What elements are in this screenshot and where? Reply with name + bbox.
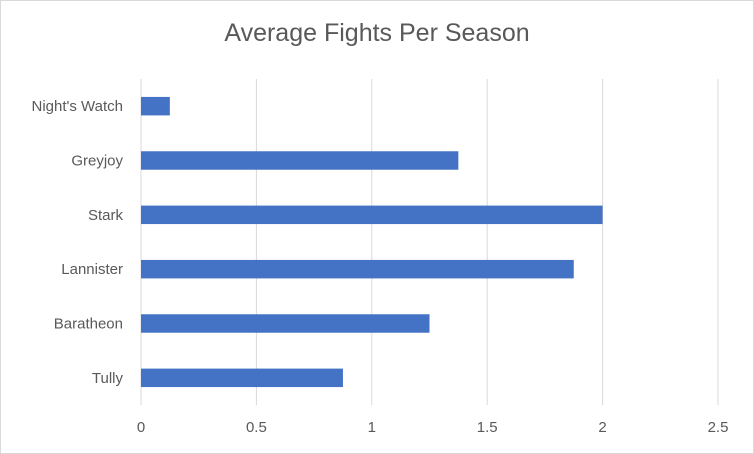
category-label: Greyjoy bbox=[71, 153, 123, 170]
chart-title: Average Fights Per Season bbox=[224, 19, 530, 47]
x-tick-label: 2 bbox=[598, 419, 606, 436]
bar bbox=[141, 205, 603, 225]
x-tick-label: 0 bbox=[137, 419, 145, 436]
category-label: Stark bbox=[88, 207, 124, 224]
category-label: Tully bbox=[92, 370, 124, 387]
x-tick-label: 0.5 bbox=[246, 419, 267, 436]
category-label: Night's Watch bbox=[31, 98, 123, 115]
bar bbox=[141, 314, 430, 333]
x-tick-label: 1 bbox=[368, 419, 376, 436]
x-tick-label: 2.5 bbox=[708, 419, 729, 436]
category-label: Baratheon bbox=[54, 316, 123, 333]
category-label: Lannister bbox=[61, 261, 123, 278]
bar bbox=[141, 96, 170, 116]
bar bbox=[141, 259, 574, 279]
x-tick-label: 1.5 bbox=[477, 419, 498, 436]
bar bbox=[141, 368, 343, 388]
bar bbox=[141, 151, 459, 170]
